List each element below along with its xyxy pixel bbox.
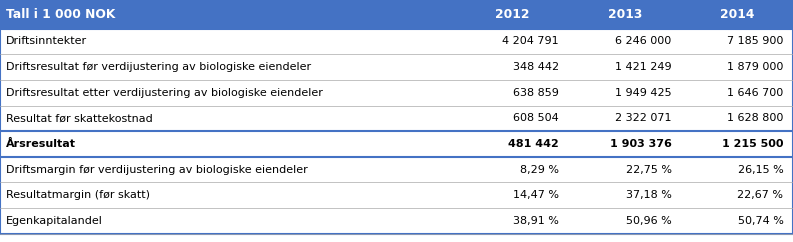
Text: Driftsinntekter: Driftsinntekter bbox=[6, 36, 87, 46]
Text: 1 903 376: 1 903 376 bbox=[610, 139, 672, 149]
Text: 1 949 425: 1 949 425 bbox=[615, 88, 672, 98]
Bar bbox=[0, 80, 793, 106]
Text: 1 628 800: 1 628 800 bbox=[727, 113, 783, 123]
Text: Resultat før skattekostnad: Resultat før skattekostnad bbox=[6, 113, 153, 123]
Text: 1 646 700: 1 646 700 bbox=[727, 88, 783, 98]
Text: Driftsresultat etter verdijustering av biologiske eiendeler: Driftsresultat etter verdijustering av b… bbox=[6, 88, 324, 98]
Bar bbox=[0, 131, 793, 157]
Bar bbox=[0, 0, 793, 29]
Text: Driftsmargin før verdijustering av biologiske eiendeler: Driftsmargin før verdijustering av biolo… bbox=[6, 165, 308, 175]
Text: 22,67 %: 22,67 % bbox=[737, 190, 783, 200]
Text: Resultatmargin (før skatt): Resultatmargin (før skatt) bbox=[6, 190, 151, 200]
Text: 7 185 900: 7 185 900 bbox=[727, 36, 783, 46]
Text: 26,15 %: 26,15 % bbox=[737, 165, 783, 175]
Bar bbox=[0, 182, 793, 208]
Text: 6 246 000: 6 246 000 bbox=[615, 36, 672, 46]
Text: Egenkapitalandel: Egenkapitalandel bbox=[6, 216, 103, 226]
Text: Driftsresultat før verdijustering av biologiske eiendeler: Driftsresultat før verdijustering av bio… bbox=[6, 62, 312, 72]
Text: Årsresultat: Årsresultat bbox=[6, 139, 76, 149]
Text: 2014: 2014 bbox=[720, 8, 754, 21]
Text: 2013: 2013 bbox=[607, 8, 642, 21]
Text: 2 322 071: 2 322 071 bbox=[615, 113, 672, 123]
Text: 22,75 %: 22,75 % bbox=[626, 165, 672, 175]
Text: 37,18 %: 37,18 % bbox=[626, 190, 672, 200]
Text: 50,74 %: 50,74 % bbox=[737, 216, 783, 226]
Text: 608 504: 608 504 bbox=[513, 113, 559, 123]
Text: 8,29 %: 8,29 % bbox=[520, 165, 559, 175]
Text: 1 215 500: 1 215 500 bbox=[722, 139, 783, 149]
Bar bbox=[0, 157, 793, 182]
Text: 1 879 000: 1 879 000 bbox=[727, 62, 783, 72]
Text: 638 859: 638 859 bbox=[513, 88, 559, 98]
Bar bbox=[0, 208, 793, 234]
Text: 38,91 %: 38,91 % bbox=[513, 216, 559, 226]
Bar bbox=[0, 54, 793, 80]
Text: 14,47 %: 14,47 % bbox=[513, 190, 559, 200]
Text: 348 442: 348 442 bbox=[513, 62, 559, 72]
Bar bbox=[0, 106, 793, 131]
Text: 1 421 249: 1 421 249 bbox=[615, 62, 672, 72]
Text: 481 442: 481 442 bbox=[508, 139, 559, 149]
Text: Tall i 1 000 NOK: Tall i 1 000 NOK bbox=[6, 8, 116, 21]
Text: 2012: 2012 bbox=[495, 8, 530, 21]
Text: 4 204 791: 4 204 791 bbox=[503, 36, 559, 46]
Text: 50,96 %: 50,96 % bbox=[626, 216, 672, 226]
Bar bbox=[0, 29, 793, 54]
